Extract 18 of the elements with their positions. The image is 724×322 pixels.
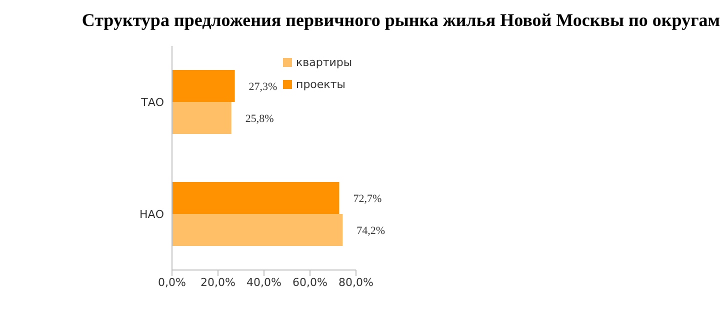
x-tick-label: 60,0% (292, 276, 328, 289)
data-label: 27,3% (248, 80, 278, 93)
data-label: 72,7% (353, 192, 382, 205)
y-tick-label: ТАО (140, 96, 164, 109)
text: Структура предложения первичного рынка жилья Новой Москвы по округам (80, 9, 721, 32)
bar (172, 214, 343, 246)
legend-label: квартиры (296, 56, 352, 69)
y-tick-label: НАО (140, 208, 164, 221)
legend-label: проекты (296, 78, 346, 91)
x-tick-label: 80,0% (338, 276, 374, 289)
data-label: 25,8% (245, 112, 274, 125)
x-tick-label: 20,0% (200, 276, 236, 289)
bar (172, 182, 340, 214)
bar (172, 102, 232, 134)
x-tick-label: 40,0% (246, 276, 282, 289)
data-label: 74,2% (356, 224, 386, 237)
bar (172, 70, 235, 102)
x-tick-label: 0,0% (158, 276, 186, 289)
